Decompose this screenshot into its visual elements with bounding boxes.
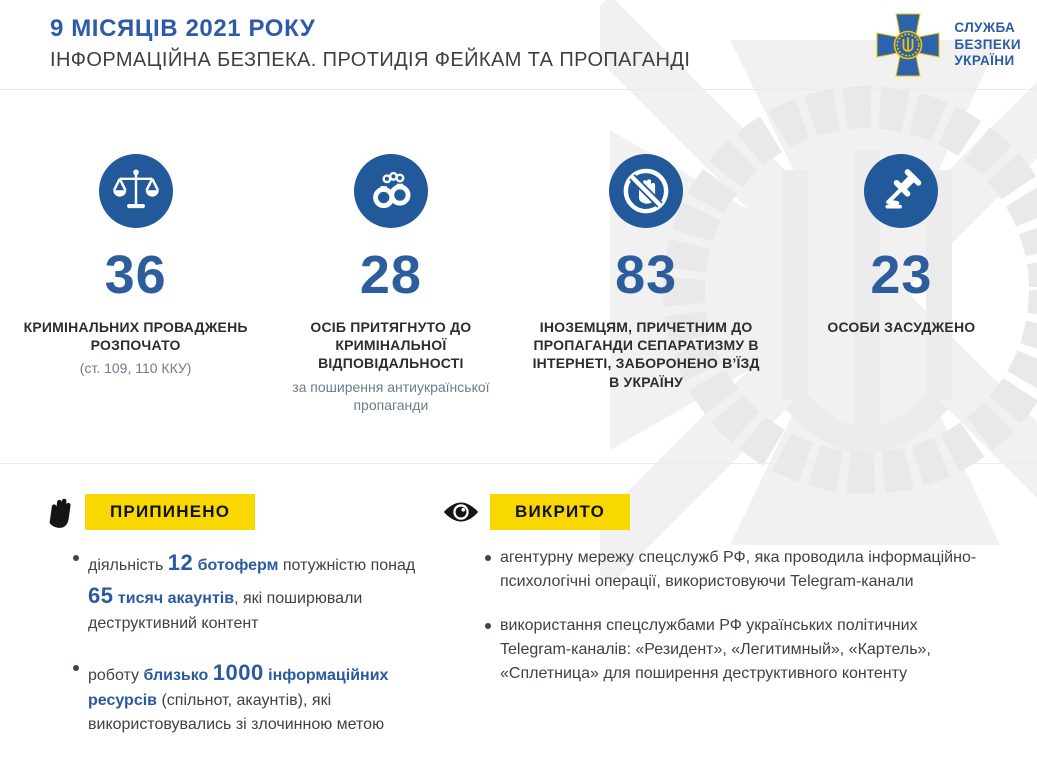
org-name-line: УКРАЇНИ: [954, 53, 1015, 69]
scales-icon: [112, 169, 159, 209]
stat-value: 36: [104, 245, 167, 305]
stat-note: (ст. 109, 110 ККУ): [79, 360, 192, 377]
bullet-segment: потужністю понад: [278, 557, 416, 574]
org-name: СЛУЖБА БЕЗПЕКИ УКРАЇНИ: [954, 20, 1021, 71]
bullet-segment: 65: [88, 583, 114, 608]
stats-row: 36 КРИМІНАЛЬНИХ ПРОВАДЖЕНЬ РОЗПОЧАТО (ст…: [0, 90, 1037, 414]
bullet-list: діяльність 12 ботоферм потужністю понад …: [45, 546, 442, 737]
list-item: використання спецслужбами РФ українських…: [485, 614, 988, 686]
page-title: 9 МІСЯЦІВ 2021 РОКУ: [50, 15, 316, 42]
section-divider: [0, 463, 1037, 464]
bullet-segment: агентурну мережу спецслужб РФ, яка прово…: [500, 549, 977, 590]
bottom-sections: ПРИПИНЕНО діяльність 12 ботоферм потужні…: [0, 494, 1037, 757]
stat-label: ОСІБ ПРИТЯГНУТО ДО КРИМІНАЛЬНОЇ ВІДПОВІД…: [310, 319, 472, 372]
stat-icon-circle: [353, 154, 428, 228]
section-head: ВИКРИТО: [442, 494, 1025, 530]
stat-icon-circle: [609, 154, 684, 228]
stop-hand-icon: [49, 498, 71, 528]
no-entry-hand-icon: [623, 168, 669, 214]
eye-icon: [443, 502, 479, 522]
stat-value: 28: [359, 245, 422, 305]
gavel-icon: [885, 169, 922, 209]
stat-column-foreigners-banned: 83 ІНОЗЕМЦЯМ, ПРИЧЕТНИМ ДО ПРОПАГАНДИ СЕ…: [519, 154, 774, 414]
section-title-badge: ВИКРИТО: [490, 494, 631, 530]
bullet-list: агентурну мережу спецслужб РФ, яка прово…: [442, 546, 1025, 686]
bullet-segment: інформаційних ресурсів: [88, 667, 389, 709]
bullet-segment: 1000: [212, 660, 264, 685]
stat-icon-circle: [98, 154, 173, 228]
bullet-segment: роботу: [88, 667, 144, 684]
bullet-segment: 12: [167, 550, 194, 575]
bullet-segment: ботоферм: [193, 557, 279, 574]
section-title-badge: ПРИПИНЕНО: [85, 494, 256, 530]
header: 9 МІСЯЦІВ 2021 РОКУ ІНФОРМАЦІЙНА БЕЗПЕКА…: [0, 0, 1037, 90]
stat-column-persons-convicted: 23 ОСОБИ ЗАСУДЖЕНО: [774, 154, 1029, 414]
bullet-segment: , які поширювали деструктивний контент: [88, 590, 363, 632]
stat-column-persons-prosecuted: 28 ОСІБ ПРИТЯГНУТО ДО КРИМІНАЛЬНОЇ ВІДПО…: [263, 154, 518, 414]
stat-label: ІНОЗЕМЦЯМ, ПРИЧЕТНИМ ДО ПРОПАГАНДИ СЕПАР…: [532, 319, 760, 390]
stat-value: 83: [615, 245, 678, 305]
infographic-page: { "header": { "title": "9 МІСЯЦІВ 2021 Р…: [0, 0, 1037, 733]
handcuffs-icon: [373, 171, 411, 209]
stat-column-criminal-proceedings: 36 КРИМІНАЛЬНИХ ПРОВАДЖЕНЬ РОЗПОЧАТО (ст…: [8, 154, 263, 414]
section-stopped: ПРИПИНЕНО діяльність 12 ботоферм потужні…: [0, 494, 442, 757]
bullet-segment: діяльність: [88, 557, 168, 574]
page-subtitle: ІНФОРМАЦІЙНА БЕЗПЕКА. ПРОТИДІЯ ФЕЙКАМ ТА…: [50, 49, 691, 71]
stat-label: КРИМІНАЛЬНИХ ПРОВАДЖЕНЬ РОЗПОЧАТО: [23, 319, 248, 354]
org-logo: СЛУЖБА БЕЗПЕКИ УКРАЇНИ: [872, 9, 1021, 81]
stat-value: 23: [870, 245, 933, 305]
list-item: роботу близько 1000 інформаційних ресурс…: [73, 656, 442, 737]
stat-icon-circle: [864, 154, 939, 228]
stat-label: ОСОБИ ЗАСУДЖЕНО: [827, 319, 976, 335]
bullet-segment: використання спецслужбами РФ українських…: [500, 617, 931, 682]
bullet-segment: тисяч акаунтів: [113, 590, 235, 607]
section-exposed: ВИКРИТО агентурну мережу спецслужб РФ, я…: [442, 494, 1037, 757]
stat-note: за поширення антиукраїнської пропаганди: [292, 378, 490, 413]
section-head: ПРИПИНЕНО: [45, 494, 442, 530]
org-name-line: СЛУЖБА: [954, 19, 1016, 35]
list-item: діяльність 12 ботоферм потужністю понад …: [73, 546, 442, 636]
sbu-emblem-icon: [876, 13, 940, 77]
list-item: агентурну мережу спецслужб РФ, яка прово…: [485, 546, 988, 594]
bullet-segment: близько: [143, 667, 213, 684]
org-name-line: БЕЗПЕКИ: [954, 36, 1021, 52]
sbu-watermark: [600, 0, 1037, 585]
